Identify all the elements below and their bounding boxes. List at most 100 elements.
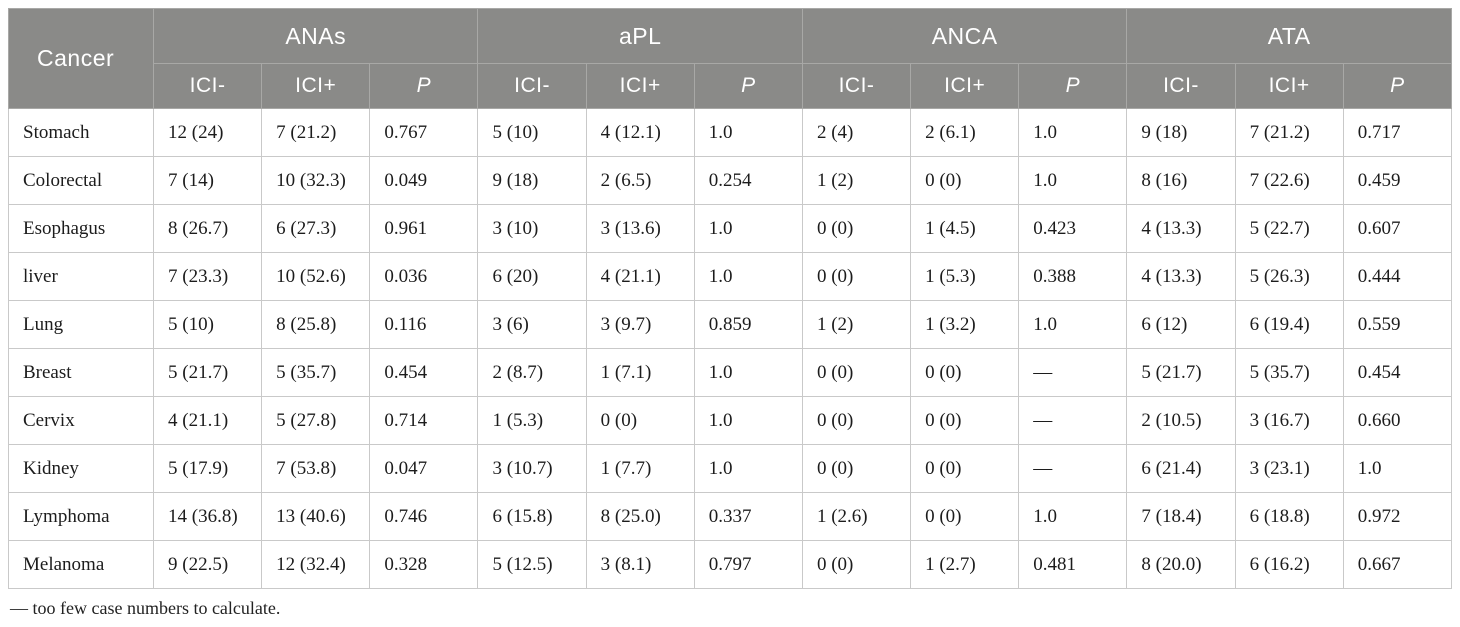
subheader-anas-p: P bbox=[369, 63, 479, 109]
data-cell: 0.337 bbox=[693, 492, 803, 541]
data-cell: 7 (22.6) bbox=[1234, 156, 1344, 205]
cancer-cell: Lymphoma bbox=[8, 492, 154, 541]
data-cell: 3 (8.1) bbox=[585, 540, 695, 589]
data-cell: 0.459 bbox=[1342, 156, 1453, 205]
data-cell: 5 (10) bbox=[477, 108, 587, 157]
subheader-anca-p: P bbox=[1018, 63, 1128, 109]
table-row: Stomach 12 (24) 7 (21.2) 0.767 5 (10) 4 (12.1… bbox=[8, 108, 1453, 157]
data-cell: 1 (4.5) bbox=[910, 204, 1020, 253]
data-cell: 6 (19.4) bbox=[1234, 300, 1344, 349]
data-cell: 1.0 bbox=[693, 444, 803, 493]
cancer-cell: Kidney bbox=[8, 444, 154, 493]
data-cell: 12 (24) bbox=[152, 108, 263, 157]
data-cell: 4 (12.1) bbox=[585, 108, 695, 157]
data-cell: 0.859 bbox=[693, 300, 803, 349]
cancer-cell: Breast bbox=[8, 348, 154, 397]
data-cell: 5 (12.5) bbox=[477, 540, 587, 589]
data-cell: 1.0 bbox=[693, 108, 803, 157]
data-cell: 2 (6.1) bbox=[910, 108, 1020, 157]
data-cell: 1 (7.7) bbox=[585, 444, 695, 493]
data-cell: 0 (0) bbox=[910, 348, 1020, 397]
group-header-apl: aPL bbox=[477, 8, 803, 64]
data-cell: — bbox=[1018, 444, 1128, 493]
data-cell: 4 (13.3) bbox=[1126, 204, 1236, 253]
cancer-cell: Stomach bbox=[8, 108, 154, 157]
data-cell: 8 (25.0) bbox=[585, 492, 695, 541]
data-cell: 3 (6) bbox=[477, 300, 587, 349]
table-row: Lymphoma 14 (36.8) 13 (40.6) 0.746 6 (15.8) 8… bbox=[8, 492, 1453, 541]
data-cell: 9 (18) bbox=[1126, 108, 1236, 157]
data-cell: 7 (21.2) bbox=[1234, 108, 1344, 157]
data-cell: 0 (0) bbox=[801, 444, 912, 493]
group-header-ata: ATA bbox=[1126, 8, 1452, 64]
data-cell: 1.0 bbox=[693, 204, 803, 253]
data-cell: 0.116 bbox=[369, 300, 479, 349]
data-cell: 0 (0) bbox=[910, 396, 1020, 445]
data-cell: 5 (26.3) bbox=[1234, 252, 1344, 301]
data-cell: 5 (17.9) bbox=[152, 444, 263, 493]
data-cell: 8 (16) bbox=[1126, 156, 1236, 205]
data-cell: 0.767 bbox=[369, 108, 479, 157]
data-cell: 0.972 bbox=[1342, 492, 1453, 541]
data-cell: 6 (15.8) bbox=[477, 492, 587, 541]
data-cell: 0.746 bbox=[369, 492, 479, 541]
data-cell: 7 (14) bbox=[152, 156, 263, 205]
data-cell: 0 (0) bbox=[910, 156, 1020, 205]
data-cell: 8 (25.8) bbox=[261, 300, 371, 349]
data-cell: 5 (35.7) bbox=[261, 348, 371, 397]
data-cell: 1.0 bbox=[1018, 156, 1128, 205]
data-cell: 9 (22.5) bbox=[152, 540, 263, 589]
data-cell: — bbox=[1018, 396, 1128, 445]
data-cell: 0 (0) bbox=[801, 204, 912, 253]
sub-header-row: ICI- ICI+ P ICI- ICI+ P ICI- ICI+ P ICI-… bbox=[9, 63, 1453, 109]
data-cell: 0 (0) bbox=[801, 252, 912, 301]
data-cell: 0 (0) bbox=[801, 396, 912, 445]
data-cell: 8 (20.0) bbox=[1126, 540, 1236, 589]
cancer-cell: Lung bbox=[8, 300, 154, 349]
data-cell: 5 (35.7) bbox=[1234, 348, 1344, 397]
data-cell: 2 (6.5) bbox=[585, 156, 695, 205]
cancer-cell: liver bbox=[8, 252, 154, 301]
data-cell: — bbox=[1018, 348, 1128, 397]
data-cell: 0 (0) bbox=[801, 540, 912, 589]
data-cell: 0.559 bbox=[1342, 300, 1453, 349]
serology-table: Cancer ANAs aPL ANCA ATA ICI- ICI+ P ICI… bbox=[8, 8, 1453, 589]
data-cell: 2 (10.5) bbox=[1126, 396, 1236, 445]
data-cell: 1 (3.2) bbox=[910, 300, 1020, 349]
subheader-ata-p: P bbox=[1342, 63, 1453, 109]
table-row: Melanoma 9 (22.5) 12 (32.4) 0.328 5 (12.5) 3 … bbox=[8, 540, 1453, 589]
table-row: Lung 5 (10) 8 (25.8) 0.116 3 (6) 3 (9.7) 0.859… bbox=[8, 300, 1453, 349]
table-row: Cervix 4 (21.1) 5 (27.8) 0.714 1 (5.3) 0 (0) 1… bbox=[8, 396, 1453, 445]
data-cell: 2 (4) bbox=[801, 108, 912, 157]
data-cell: 6 (21.4) bbox=[1126, 444, 1236, 493]
data-cell: 7 (18.4) bbox=[1126, 492, 1236, 541]
data-cell: 0.481 bbox=[1018, 540, 1128, 589]
data-cell: 0.961 bbox=[369, 204, 479, 253]
data-cell: 1.0 bbox=[693, 348, 803, 397]
data-cell: 5 (27.8) bbox=[261, 396, 371, 445]
data-cell: 0.049 bbox=[369, 156, 479, 205]
data-cell: 1.0 bbox=[1018, 108, 1128, 157]
cancer-cell: Esophagus bbox=[8, 204, 154, 253]
data-cell: 7 (23.3) bbox=[152, 252, 263, 301]
data-cell: 1.0 bbox=[1018, 300, 1128, 349]
subheader-anca-ici-minus: ICI- bbox=[801, 63, 912, 109]
data-cell: 12 (32.4) bbox=[261, 540, 371, 589]
data-cell: 1 (2.7) bbox=[910, 540, 1020, 589]
data-cell: 3 (10) bbox=[477, 204, 587, 253]
data-cell: 0 (0) bbox=[910, 492, 1020, 541]
data-cell: 1 (7.1) bbox=[585, 348, 695, 397]
data-cell: 1.0 bbox=[693, 396, 803, 445]
data-cell: 1 (5.3) bbox=[910, 252, 1020, 301]
subheader-ata-ici-plus: ICI+ bbox=[1234, 63, 1344, 109]
data-cell: 1.0 bbox=[1018, 492, 1128, 541]
data-cell: 5 (22.7) bbox=[1234, 204, 1344, 253]
data-cell: 0.047 bbox=[369, 444, 479, 493]
data-cell: 7 (21.2) bbox=[261, 108, 371, 157]
data-cell: 0.797 bbox=[693, 540, 803, 589]
data-cell: 0.714 bbox=[369, 396, 479, 445]
data-cell: 5 (21.7) bbox=[1126, 348, 1236, 397]
data-cell: 6 (18.8) bbox=[1234, 492, 1344, 541]
subheader-apl-ici-minus: ICI- bbox=[477, 63, 587, 109]
